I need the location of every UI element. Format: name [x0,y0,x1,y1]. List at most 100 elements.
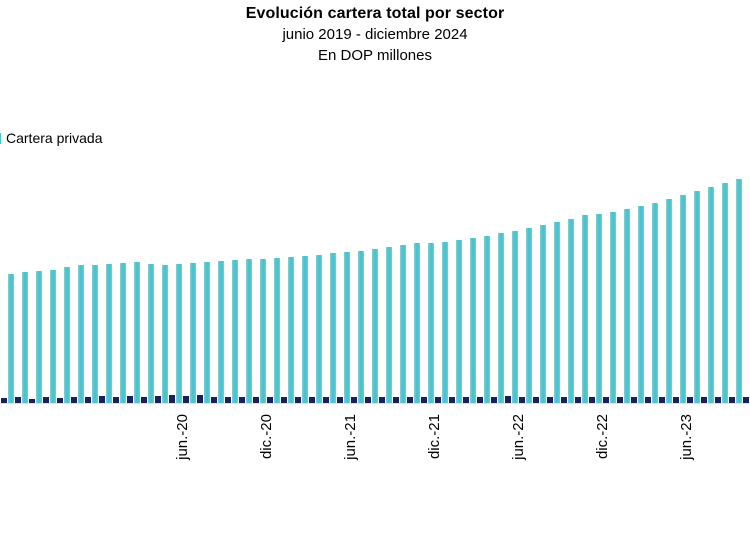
bar-group [484,160,498,403]
bar-cartera-privada [316,255,322,403]
bar-group [470,160,484,403]
bar-cartera-privada [274,258,280,403]
bar-group [610,160,624,403]
bar-cartera-privada [218,261,224,403]
bar-cartera-publica [365,397,371,403]
bar-cartera-privada [442,242,448,403]
bar-cartera-publica [547,397,553,403]
bar-cartera-privada [302,256,308,403]
bar-cartera-publica [617,397,623,403]
bar-cartera-publica [253,397,259,403]
bar-group [582,160,596,403]
chart-legend: Cartera privada [0,130,103,146]
bar-group [232,160,246,403]
bar-cartera-privada [50,270,56,403]
bar-cartera-publica [687,397,693,403]
bar-group [400,160,414,403]
bar-cartera-publica [113,397,119,403]
bar-cartera-publica [729,397,735,403]
bar-cartera-privada [694,191,700,403]
bar-cartera-privada [204,262,210,403]
bar-cartera-publica [239,397,245,403]
bar-cartera-privada [666,199,672,403]
bar-cartera-publica [141,397,147,403]
bar-cartera-privada [22,272,28,403]
bar-cartera-publica [589,397,595,403]
bar-cartera-privada [456,240,462,403]
bar-cartera-publica [295,397,301,403]
bar-group [204,160,218,403]
bar-group [456,160,470,403]
bar-cartera-privada [638,206,644,403]
bar-cartera-publica [337,397,343,403]
x-axis-line [0,403,750,404]
chart-plot-area [0,160,750,403]
bar-cartera-publica [99,396,105,403]
bar-group [162,160,176,403]
x-axis-tick-label: dic.-20 [258,414,275,460]
bar-group [708,160,722,403]
bar-cartera-privada [680,195,686,403]
chart-units-label: En DOP millones [318,47,432,64]
bar-group [414,160,428,403]
bar-cartera-privada [428,243,434,403]
bar-cartera-privada [498,233,504,403]
bar-cartera-publica [533,397,539,403]
bar-cartera-privada [512,231,518,403]
bar-group [50,160,64,403]
legend-swatch-cartera-privada [0,132,1,144]
bar-cartera-publica [561,397,567,403]
bar-cartera-publica [715,397,721,403]
bar-cartera-privada [148,264,154,403]
bar-cartera-publica [197,395,203,403]
chart-subtitle: junio 2019 - diciembre 2024 [282,26,468,43]
bar-group [8,160,22,403]
legend-label-cartera-privada: Cartera privada [6,130,103,146]
bar-cartera-publica [211,397,217,403]
bar-group [624,160,638,403]
bar-cartera-publica [169,395,175,403]
bar-cartera-publica [379,397,385,403]
bar-cartera-publica [225,397,231,403]
bar-group [512,160,526,403]
bar-group [22,160,36,403]
bar-group [638,160,652,403]
bar-group [596,160,610,403]
bar-cartera-publica [477,397,483,403]
bar-group [554,160,568,403]
bar-cartera-publica [309,397,315,403]
bar-group [358,160,372,403]
bar-cartera-publica [1,398,7,403]
bar-cartera-privada [134,262,140,403]
bar-group [218,160,232,403]
bar-cartera-publica [323,397,329,403]
bar-cartera-privada [610,212,616,403]
bar-cartera-publica [85,397,91,403]
bar-cartera-privada [246,259,252,403]
bar-cartera-privada [526,228,532,403]
bar-cartera-publica [57,398,63,403]
bar-cartera-publica [505,396,511,403]
page-title: Evolución cartera total por sector [245,5,505,22]
bar-group [316,160,330,403]
bar-cartera-publica [127,396,133,403]
x-axis-tick-label: dic.-22 [594,414,611,460]
bar-cartera-publica [519,397,525,403]
bar-group [442,160,456,403]
bar-cartera-publica [71,397,77,403]
bar-cartera-publica [421,397,427,403]
bars-layer [0,160,750,403]
bar-cartera-privada [106,264,112,403]
x-axis-tick-label: jun.-22 [510,414,527,460]
bar-cartera-privada [372,249,378,403]
bar-group [386,160,400,403]
x-axis-tick-labels: jun.-20 dic.-20 jun.-21 dic.-21 jun.-22 dic.-… [0,406,750,536]
bar-cartera-publica [491,397,497,403]
bar-group [260,160,274,403]
bar-cartera-privada [554,222,560,403]
bar-group [64,160,78,403]
bar-cartera-privada [736,179,742,403]
bar-group [540,160,554,403]
bar-group [274,160,288,403]
bar-group [652,160,666,403]
